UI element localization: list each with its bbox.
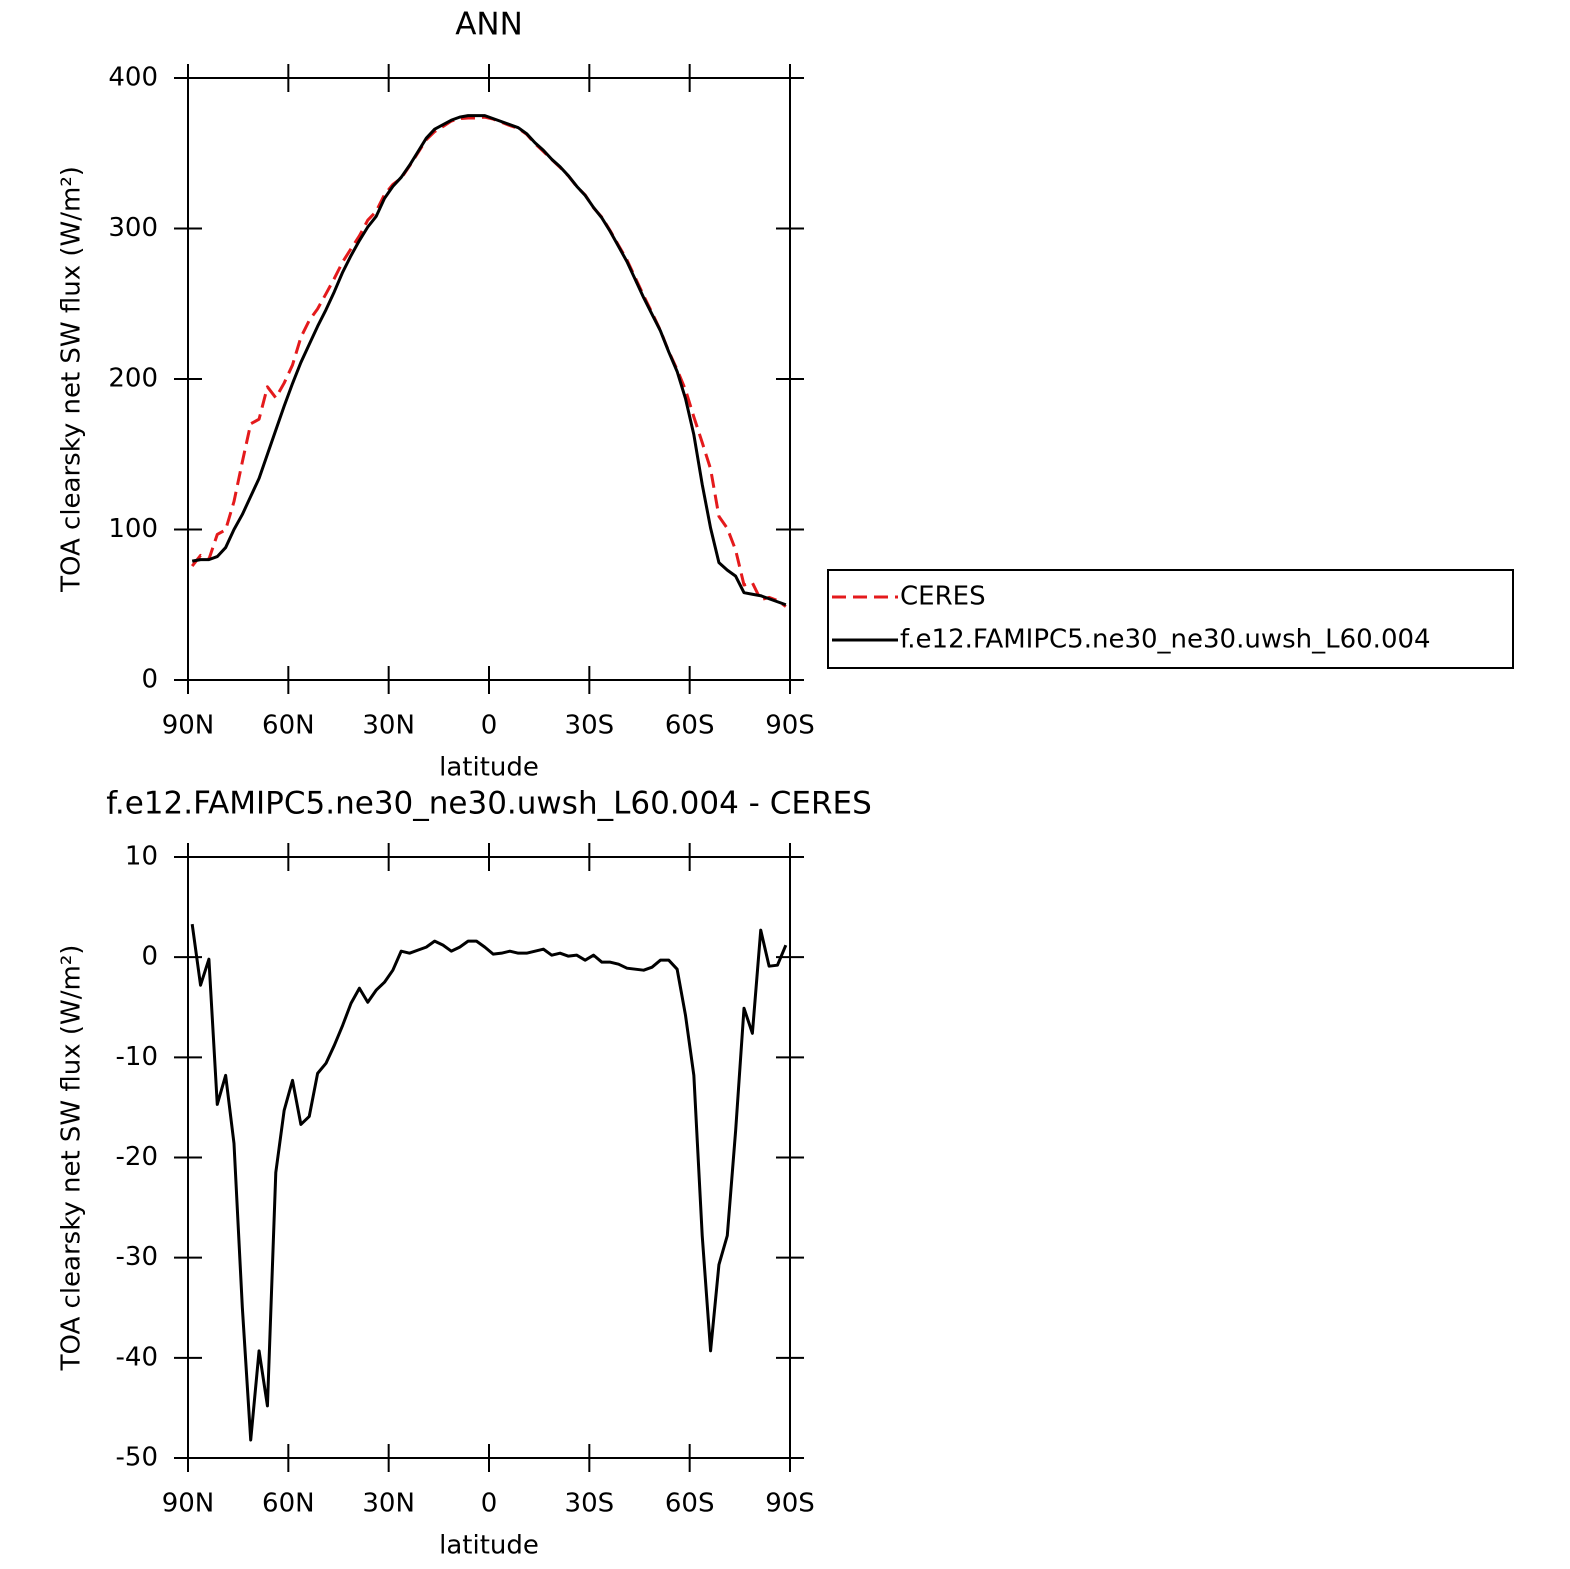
y-tick-label: -50 [116,1443,158,1473]
x-tick-label: 0 [481,1489,498,1519]
x-tick-label: 90N [162,1489,215,1519]
y-tick-label: -30 [116,1242,158,1272]
y-tick-label: 10 [125,842,158,872]
x-tick-label: 60S [665,1489,715,1519]
x-tick-label: 30N [362,1489,415,1519]
x-tick-label: 30S [565,711,615,741]
y-tick-label: -20 [116,1142,158,1172]
legend-box [827,569,1514,669]
legend-label: f.e12.FAMIPC5.ne30_ne30.uwsh_L60.004 [900,625,1431,655]
data-line [190,923,788,1442]
y-tick-label: 200 [108,364,158,394]
chart-title: ANN [455,7,523,43]
x-tick-label: 60N [262,711,315,741]
x-tick-label: 60N [262,1489,315,1519]
plot-frame [187,856,791,1459]
x-tick-label: 90S [765,711,815,741]
chart-title: f.e12.FAMIPC5.ne30_ne30.uwsh_L60.004 - C… [106,786,872,822]
y-tick-label: -40 [116,1342,158,1372]
y-tick-label: 0 [141,665,158,695]
x-tick-label: 30S [565,1489,615,1519]
x-tick-label: 0 [481,711,498,741]
x-axis-label: latitude [439,753,539,783]
y-tick-label: 0 [141,942,158,972]
data-line [190,115,787,608]
x-tick-label: 90S [765,1489,815,1519]
y-tick-label: -10 [116,1042,158,1072]
y-tick-label: 400 [108,63,158,93]
y-axis-label: TOA clearsky net SW flux (W/m²) [57,166,87,593]
legend-label: CERES [900,582,986,612]
data-line [191,114,787,607]
y-tick-label: 300 [108,213,158,243]
y-tick-label: 100 [108,514,158,544]
x-axis-label: latitude [439,1531,539,1561]
y-axis-label: TOA clearsky net SW flux (W/m²) [57,945,87,1372]
x-tick-label: 90N [162,711,215,741]
x-tick-label: 60S [665,711,715,741]
plot-frame [187,77,791,681]
x-tick-label: 30N [362,711,415,741]
